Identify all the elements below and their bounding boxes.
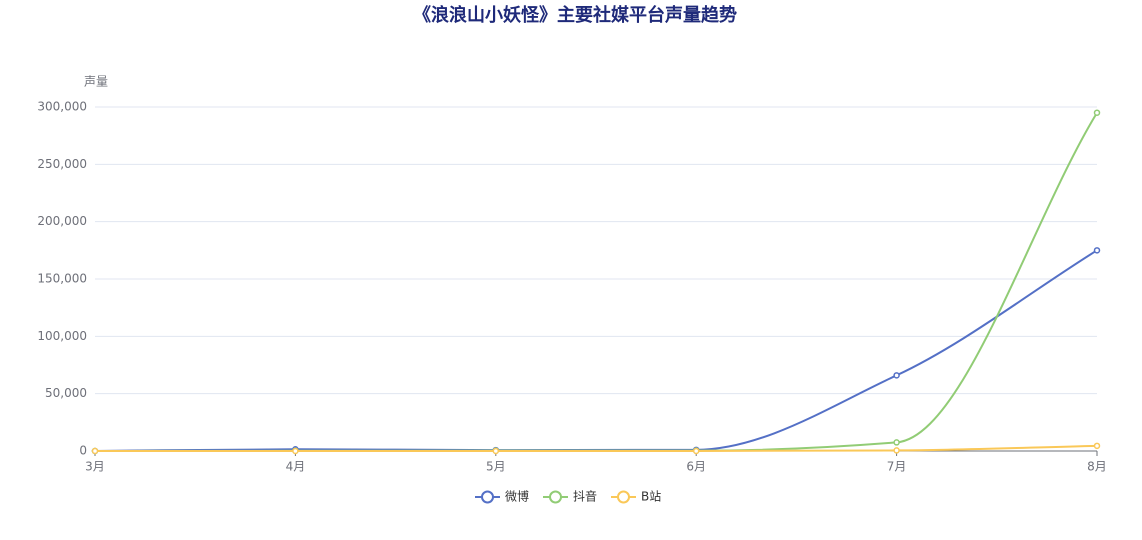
y-tick-label: 0 bbox=[79, 444, 87, 458]
legend-label: B站 bbox=[641, 490, 661, 504]
point bbox=[893, 439, 900, 446]
point bbox=[492, 447, 500, 455]
y-tick-label: 50,000 bbox=[45, 386, 87, 400]
y-axis-label: 声量 bbox=[84, 75, 108, 89]
legend-marker bbox=[549, 490, 562, 504]
legend-marker bbox=[617, 490, 630, 504]
y-tick-label: 300,000 bbox=[37, 100, 87, 114]
x-tick-label: 4月 bbox=[286, 460, 306, 474]
legend-marker bbox=[481, 490, 494, 504]
point bbox=[1093, 109, 1101, 116]
point bbox=[292, 447, 299, 455]
legend-label: 抖音 bbox=[573, 489, 597, 504]
x-tick-label: 3月 bbox=[85, 460, 105, 474]
x-tick-label: 5月 bbox=[486, 460, 506, 474]
y-tick-label: 100,000 bbox=[37, 329, 87, 343]
line bbox=[94, 249, 1098, 452]
chart-title: 《浪浪山小妖怪》主要社媒平台声量趋势 bbox=[413, 4, 737, 26]
x-tick-label: 8月 bbox=[1087, 460, 1107, 474]
point bbox=[893, 447, 900, 454]
point bbox=[1093, 247, 1101, 254]
point bbox=[692, 447, 700, 455]
point bbox=[893, 372, 900, 379]
y-tick-label: 200,000 bbox=[37, 214, 87, 228]
line bbox=[94, 444, 1098, 453]
x-tick-label: 6月 bbox=[686, 460, 706, 474]
y-tick-label: 250,000 bbox=[37, 157, 87, 171]
x-tick-label: 7月 bbox=[887, 460, 907, 474]
point bbox=[91, 447, 99, 455]
point bbox=[1093, 442, 1101, 450]
line bbox=[94, 112, 1098, 452]
y-tick-label: 150,000 bbox=[37, 272, 87, 286]
legend-label: 微博 bbox=[505, 489, 529, 504]
